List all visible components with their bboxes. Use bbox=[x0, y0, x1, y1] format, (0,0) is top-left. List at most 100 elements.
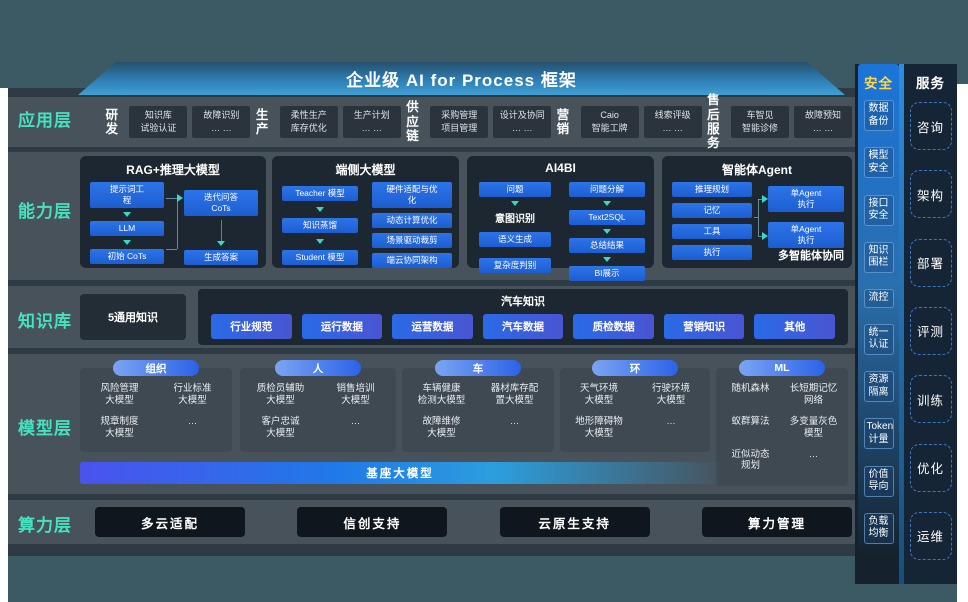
arrow-down-icon bbox=[316, 239, 324, 245]
flow-step: 提示词工 程 bbox=[90, 182, 164, 209]
application-chip: 知识库 试验认证 bbox=[129, 106, 188, 138]
arrow-down-icon bbox=[511, 201, 519, 207]
connector-line bbox=[754, 217, 758, 218]
model-group: 环 天气环境 大模型 行驶环境 大模型 地形障碍物 大模型 … bbox=[560, 360, 710, 452]
model-item: … bbox=[666, 415, 676, 427]
service-item: 评测 bbox=[909, 306, 952, 355]
auto-knowledge-title: 汽车知识 bbox=[501, 296, 545, 308]
model-item: … bbox=[350, 415, 361, 427]
application-group-chips: 采购管理 项目管理 设计及协同 … … bbox=[430, 106, 552, 138]
model-item: … bbox=[509, 415, 520, 427]
application-group-chips: 车智见 智能诊修 故障预知 … … bbox=[731, 106, 853, 138]
layer-label-compute: 算力层 bbox=[18, 516, 72, 535]
application-chip: 生产计划 … … bbox=[342, 106, 401, 138]
flow-step: 端云协同架构 bbox=[372, 253, 452, 269]
flow-step-text: 意图识别 bbox=[495, 214, 535, 226]
connector-line bbox=[758, 236, 765, 237]
service-item: 训练 bbox=[909, 375, 952, 424]
flow-step: 硬件适配与优 化 bbox=[372, 182, 452, 209]
model-group-pill: ML bbox=[739, 360, 825, 376]
model-group-models: 车辆健康 检测大模型 器材库存配 置大模型 故障维修 大模型 … bbox=[402, 368, 554, 444]
application-group: 生产 柔性生产 库存优化 生产计划 … … bbox=[250, 106, 401, 138]
service-column: 服务 咨询 架构 部署 评测 训练 优化 运维 bbox=[904, 64, 957, 584]
knowledge-chip: 质检数据 bbox=[573, 314, 654, 339]
arrow-down-icon bbox=[603, 201, 611, 207]
model-item: 客户忠诚 大模型 bbox=[261, 415, 300, 439]
model-item: 随机森林 bbox=[731, 383, 770, 394]
general-knowledge-box: 5通用知识 bbox=[80, 294, 186, 340]
connector-line bbox=[166, 198, 177, 199]
compute-box: 多云适配 bbox=[95, 507, 245, 537]
page-edge-right bbox=[957, 84, 968, 602]
knowledge-chip: 其他 bbox=[754, 314, 836, 339]
flow-step: 生成答案 bbox=[184, 250, 258, 266]
model-item: 天气环境 大模型 bbox=[579, 383, 618, 406]
application-group: 供应 链 采购管理 项目管理 设计及协同 … … bbox=[401, 100, 552, 143]
service-item: 优化 bbox=[909, 443, 952, 492]
connector-line bbox=[758, 199, 765, 200]
security-item: 数据 备份 bbox=[863, 100, 894, 131]
knowledge-chip: 营销知识 bbox=[663, 314, 745, 339]
application-group-label: 研发 bbox=[105, 107, 118, 136]
security-item: 负载 均衡 bbox=[863, 512, 894, 544]
model-group-models: 天气环境 大模型 行驶环境 大模型 地形障碍物 大模型 … bbox=[560, 368, 710, 444]
flow-step: 复杂度判别 bbox=[479, 258, 551, 274]
page-edge-left bbox=[0, 88, 8, 602]
knowledge-chip: 行业规范 bbox=[211, 314, 292, 339]
model-group-pill: 环 bbox=[592, 360, 678, 376]
security-items: 数据 备份 模型 安全 接口 安全 知识 围栏 流控 统一 认证 资源 隔离 T… bbox=[858, 100, 899, 544]
connector-line bbox=[758, 199, 759, 236]
layer-label-model: 模型层 bbox=[18, 419, 72, 438]
multi-agent-caption: 多智能体协同 bbox=[778, 250, 844, 262]
connector-line bbox=[177, 198, 178, 249]
model-group-models: 随机森林 长短期记忆 网络 蚁群算法 多变量灰色 模型 近似动态 规划 … bbox=[716, 368, 848, 476]
arrow-right-icon bbox=[762, 195, 768, 203]
application-chip: Caio 智能工牌 bbox=[580, 106, 639, 138]
application-chip: 设计及协同 … … bbox=[493, 106, 552, 138]
arrow-down-icon bbox=[603, 257, 611, 263]
flow-step: 初始 CoTs bbox=[90, 249, 164, 265]
service-item: 咨询 bbox=[909, 102, 952, 150]
model-group: 车 车辆健康 检测大模型 器材库存配 置大模型 故障维修 大模型 … bbox=[402, 360, 554, 452]
capability-box-ai4bi: AI4BI 问题 意图识别 语义生成 复杂度判别 问题分解 Text2SQL 总… bbox=[467, 156, 654, 282]
security-item: 统一 认证 bbox=[863, 323, 894, 355]
flow-step: 场景驱动裁剪 bbox=[372, 233, 452, 249]
security-header: 安全 bbox=[864, 76, 893, 91]
knowledge-chip: 汽车数据 bbox=[482, 314, 564, 339]
column-divider bbox=[899, 64, 904, 584]
service-item: 部署 bbox=[909, 238, 952, 287]
model-item: 行业标准 大模型 bbox=[173, 383, 212, 406]
compute-row: 多云适配 信创支持 云原生支持 算力管理 bbox=[95, 507, 852, 537]
flow-step: 语义生成 bbox=[479, 232, 551, 248]
application-group: 研发 知识库 试验认证 故障识别 … … bbox=[100, 106, 251, 138]
arrow-right-icon bbox=[762, 232, 768, 240]
application-chip: 线索评级 … … bbox=[643, 106, 702, 138]
layer-label-knowledge: 知识库 bbox=[18, 312, 72, 331]
capability-box-title: RAG+推理大模型 bbox=[126, 163, 220, 177]
model-item: … bbox=[187, 415, 198, 427]
model-item: 近似动态 规划 bbox=[731, 448, 770, 472]
service-header: 服务 bbox=[916, 76, 945, 91]
application-group: 营销 Caio 智能工牌 线索评级 … … bbox=[551, 106, 702, 138]
auto-knowledge-box: 汽车知识 行业规范 运行数据 运营数据 汽车数据 质检数据 营销知识 其他 bbox=[198, 289, 848, 345]
agent-module: 执行 bbox=[672, 245, 752, 261]
model-group: 组织 风险管理 大模型 行业标准 大模型 规章制度 大模型 … bbox=[80, 360, 232, 452]
model-group: 人 质检员辅助 大模型 销售培训 大模型 客户忠诚 大模型 … bbox=[240, 360, 396, 452]
model-item: 长短期记忆 网络 bbox=[789, 383, 838, 406]
knowledge-chip: 运营数据 bbox=[392, 314, 473, 339]
application-group-label: 营销 bbox=[556, 107, 570, 136]
model-group-pill: 车 bbox=[435, 360, 521, 376]
security-item: 知识 围栏 bbox=[863, 241, 894, 273]
security-item: 模型 安全 bbox=[863, 147, 894, 179]
application-group: 售后 服务 车智见 智能诊修 故障预知 … … bbox=[702, 93, 853, 151]
knowledge-chips: 行业规范 运行数据 运营数据 汽车数据 质检数据 营销知识 其他 bbox=[198, 309, 848, 339]
flow-step: Text2SQL bbox=[569, 210, 645, 226]
application-chip: 采购管理 项目管理 bbox=[430, 106, 489, 138]
foundation-model-bar: 基座大模型 bbox=[80, 462, 720, 484]
flow-step: 迭代问答 CoTs bbox=[184, 190, 258, 217]
flow-step: Student 模型 bbox=[282, 250, 358, 266]
application-group-chips: 知识库 试验认证 故障识别 … … bbox=[129, 106, 251, 138]
flow-step: 问题 bbox=[479, 182, 551, 198]
model-item: 故障维修 大模型 bbox=[422, 415, 461, 439]
